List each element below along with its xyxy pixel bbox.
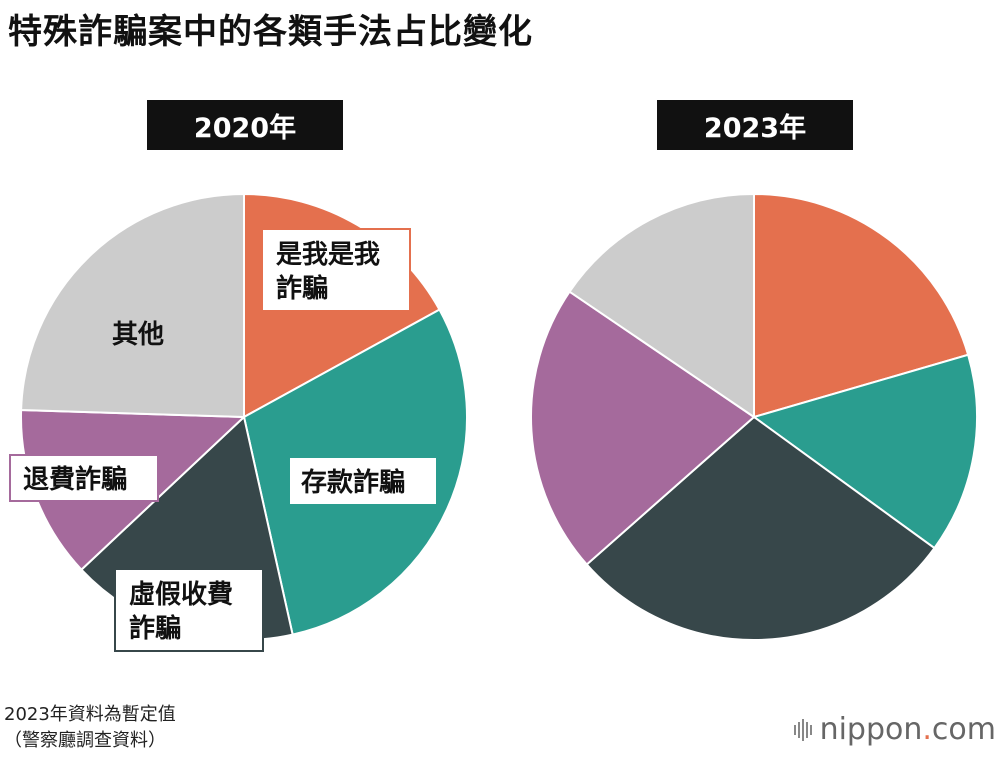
label-other: 其他 (112, 320, 164, 350)
label-fake-fee-line2: 詐騙 (129, 613, 181, 644)
nippon-logo: nippon. com (793, 712, 996, 747)
pie-slice-2020-4 (20, 192, 245, 419)
pie-charts: 是我是我 詐騙 存款詐騙 虛假收費 詐騙 退費詐騙 其他 (9, 192, 978, 652)
brand-dot: . (922, 712, 932, 747)
label-fake-fee-line1: 虛假收費 (129, 580, 233, 610)
label-fake-fee: 虛假收費 詐騙 (114, 568, 264, 652)
pie-slice-2023-4 (568, 192, 755, 419)
pie-slice-2023-2 (585, 415, 936, 641)
label-oreore-line1: 是我是我 (276, 240, 380, 270)
note-line2: （警察廳調查資料） (4, 730, 166, 751)
note-line1: 2023年資料為暫定值 (4, 704, 176, 725)
pie-slice-2023-0 (753, 192, 970, 419)
label-deposit: 存款詐騙 (288, 456, 438, 506)
logo-bars-icon (793, 718, 812, 741)
label-deposit-text: 存款詐騙 (301, 467, 405, 498)
chart-title: 特殊詐騙案中的各類手法占比變化 (8, 12, 533, 52)
label-refund: 退費詐騙 (9, 454, 159, 502)
label-oreore: 是我是我 詐騙 (261, 228, 411, 312)
year-tag-2023: 2023年 (657, 100, 853, 150)
brand-suffix: com (931, 712, 996, 747)
label-refund-text: 退費詐騙 (23, 464, 127, 495)
pie-2023 (530, 192, 978, 641)
year-tag-2020: 2020年 (147, 100, 343, 150)
label-oreore-line2: 詐騙 (276, 273, 328, 304)
source-note: 2023年資料為暫定值 （警察廳調查資料） (4, 702, 176, 754)
pie-slice-2023-3 (530, 290, 756, 566)
pie-slice-2023-1 (751, 353, 978, 550)
brand-name: nippon (819, 712, 923, 747)
